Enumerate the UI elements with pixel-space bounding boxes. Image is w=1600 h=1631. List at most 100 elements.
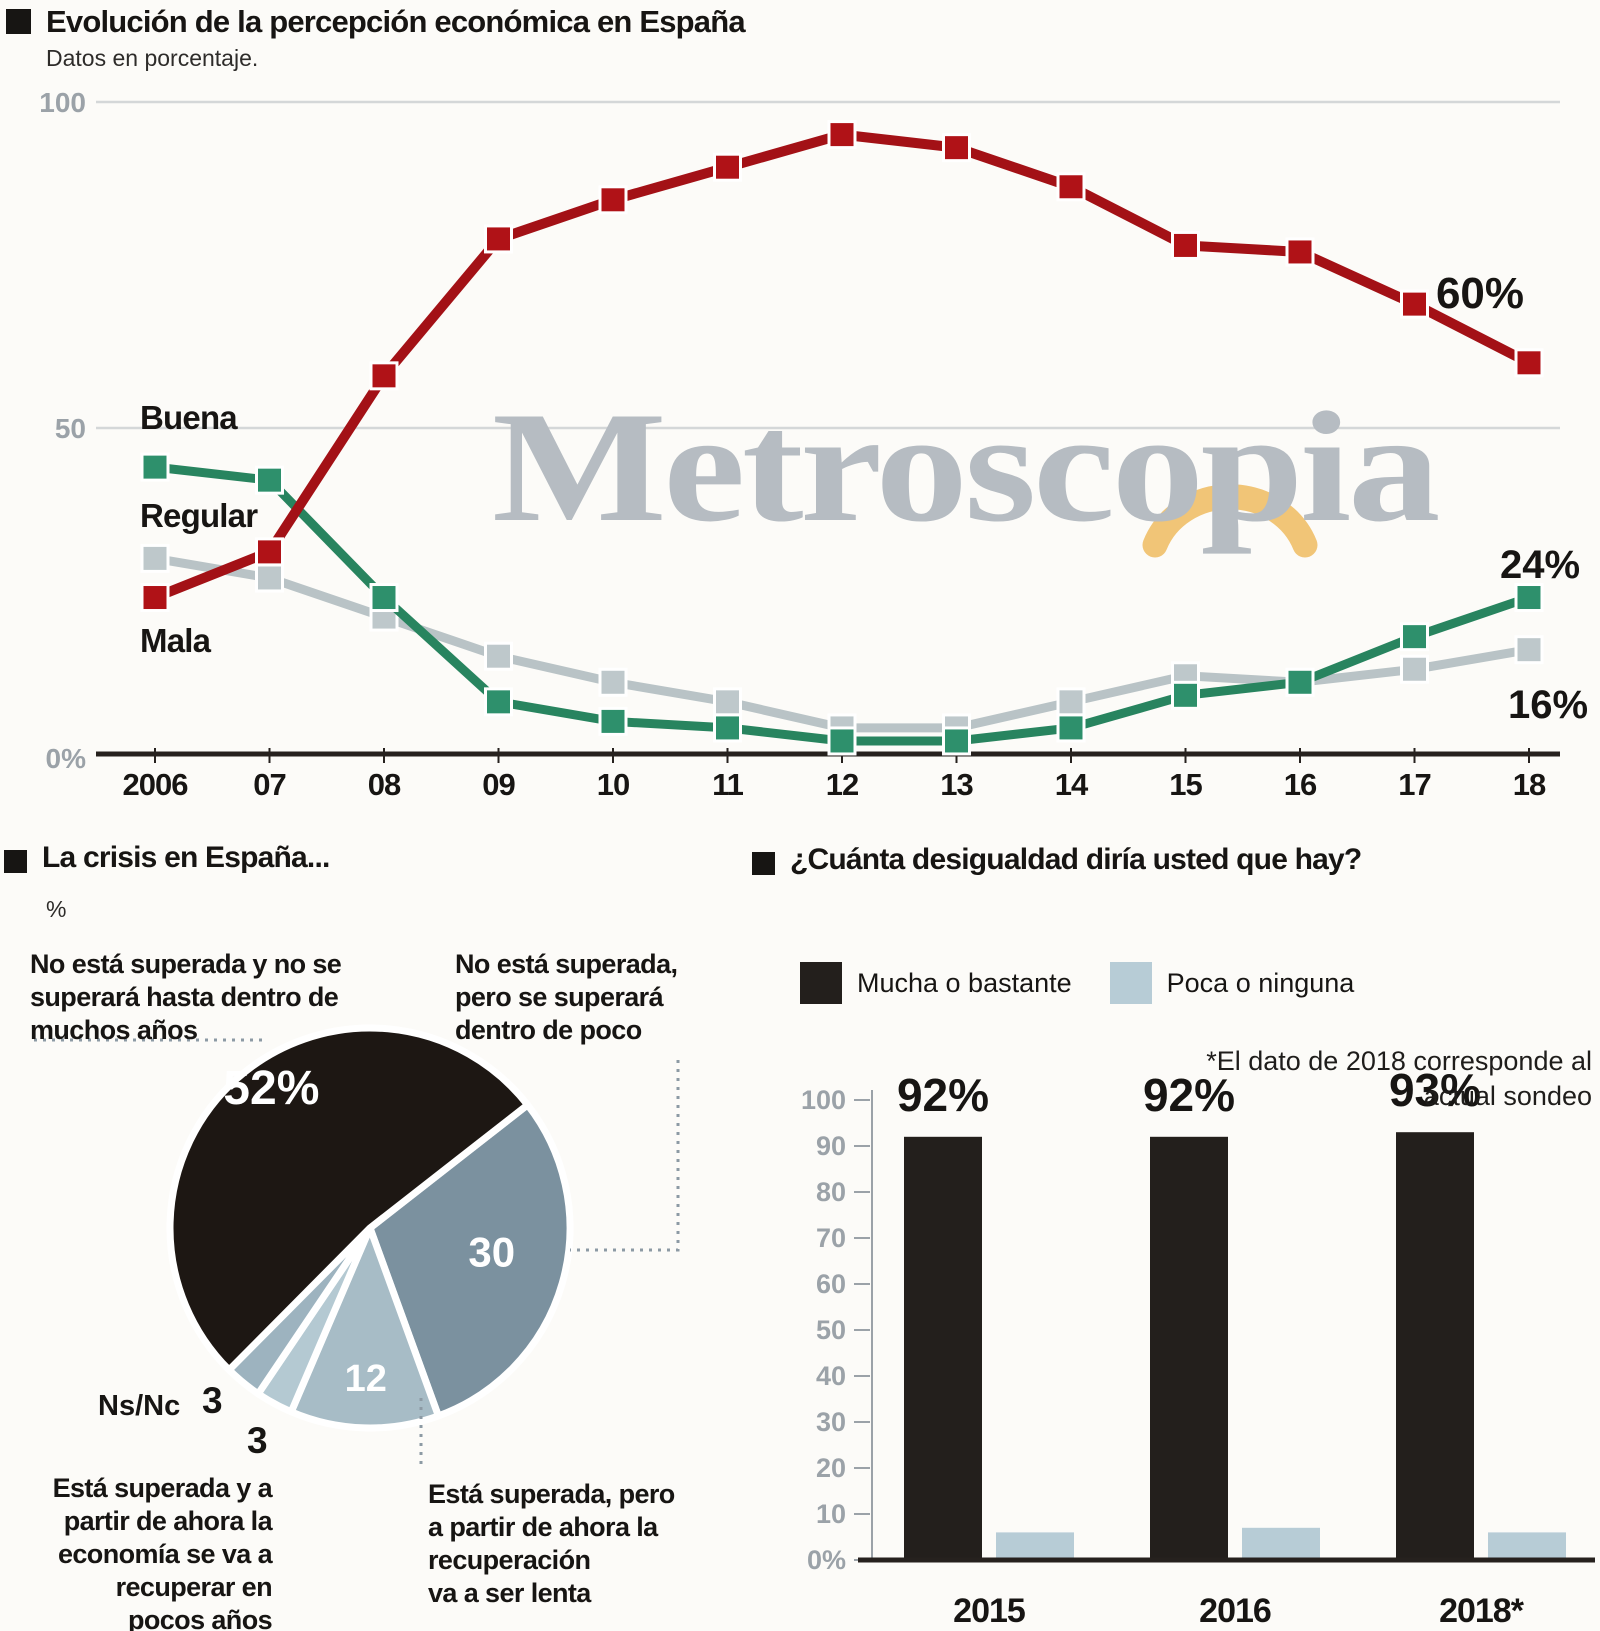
bar-y-tick-label: 10 xyxy=(816,1499,846,1529)
bar-y-tick-label: 0% xyxy=(807,1545,846,1575)
section-bullet-icon xyxy=(4,850,27,873)
bar-category-label: 2018* xyxy=(1439,1592,1525,1630)
marker-buena xyxy=(140,452,170,482)
label-line: recuperar en xyxy=(115,1572,273,1602)
x-tick-label: 14 xyxy=(1055,767,1089,802)
pie-slice-label: 52% xyxy=(223,1062,319,1115)
marker-buena xyxy=(1400,622,1429,652)
label-line: muchos años xyxy=(30,1015,198,1045)
marker-mala xyxy=(827,120,857,150)
legend-swatch-mucha-icon xyxy=(800,962,842,1004)
pie-chart-title: La crisis en España... xyxy=(42,841,330,874)
bar-category-label: 2015 xyxy=(953,1592,1025,1630)
pie-slice-12 xyxy=(287,1224,442,1432)
marker-mala xyxy=(1171,230,1200,260)
bar-y-tick-label: 50 xyxy=(816,1315,846,1345)
bar-poca-2016 xyxy=(1242,1527,1320,1560)
bar-y-tick-label: 90 xyxy=(816,1131,846,1161)
section-bullet-icon xyxy=(752,852,775,875)
pie-label-no-superada-muchos-anos: No está superada y no se superará hasta … xyxy=(30,948,342,1047)
end-label-mala: 60% xyxy=(1436,269,1524,318)
marker-buena xyxy=(827,726,857,756)
pie-slice-30 xyxy=(366,1101,574,1420)
x-tick-label: 15 xyxy=(1169,767,1202,802)
bar-value-label: 92% xyxy=(897,1069,989,1121)
pie-slice-label: 12 xyxy=(345,1358,387,1400)
legend-label: Mucha o bastante xyxy=(857,968,1072,998)
marker-mala xyxy=(1285,237,1315,267)
series-label-buena: Buena xyxy=(140,399,238,436)
marker-regular xyxy=(1514,635,1544,665)
x-tick-label: 10 xyxy=(597,767,629,802)
label-line: dentro de poco xyxy=(455,1015,642,1045)
bar-y-tick-label: 80 xyxy=(816,1177,846,1207)
marker-regular xyxy=(713,687,742,717)
series-label-regular: Regular xyxy=(140,497,258,534)
marker-mala xyxy=(255,537,284,567)
marker-mala xyxy=(140,583,170,613)
bar-mucha-2016 xyxy=(1150,1136,1228,1560)
bar-chart-title: ¿Cuánta desigualdad diría usted que hay? xyxy=(790,843,1362,876)
label-line: Está superada, pero xyxy=(428,1479,675,1509)
marker-regular xyxy=(1056,687,1086,717)
bar-mucha-2018* xyxy=(1396,1132,1474,1560)
bar-poca-2018* xyxy=(1488,1532,1566,1560)
pie-label-nsnc: Ns/Nc xyxy=(98,1390,181,1422)
marker-regular xyxy=(140,543,170,573)
x-tick-label: 09 xyxy=(482,767,515,802)
legend-swatch-poca-icon xyxy=(1109,962,1152,1004)
marker-buena xyxy=(1514,583,1544,613)
x-tick-label: 17 xyxy=(1398,767,1430,802)
label-line: partir de ahora la xyxy=(63,1506,273,1536)
pie-slice-52 xyxy=(166,1024,532,1374)
marker-mala xyxy=(484,224,513,254)
x-tick-label: 2006 xyxy=(123,767,189,802)
bar-chart-footnote: *El dato de 2018 corresponde al actual s… xyxy=(1206,1044,1592,1114)
marker-buena xyxy=(484,687,513,717)
label-line: pero se superará xyxy=(455,982,664,1012)
x-tick-label: 07 xyxy=(253,767,285,802)
legend-item-mucha-o-bastante: Mucha o bastante xyxy=(800,962,1072,1004)
label-line: superará hasta dentro de xyxy=(30,982,339,1012)
bar-y-tick-label: 100 xyxy=(801,1085,846,1115)
x-tick-label: 13 xyxy=(940,767,973,802)
watermark-text: Metroscopia xyxy=(492,380,1438,555)
bar-y-tick-label: 30 xyxy=(816,1407,846,1437)
x-tick-label: 11 xyxy=(712,767,744,802)
bar-value-label: 92% xyxy=(1143,1069,1235,1121)
bar-poca-2015 xyxy=(996,1532,1074,1560)
bar-legend: Mucha o bastante Poca o ninguna xyxy=(800,962,1354,1004)
label-line: pocos años xyxy=(127,1605,273,1631)
section-bullet-icon xyxy=(6,9,31,34)
legend-item-poca-o-ninguna: Poca o ninguna xyxy=(1109,962,1355,1004)
x-tick-label: 12 xyxy=(826,767,858,802)
pie-label-superada-recuperacion-lenta: Está superada, pero a partir de ahora la… xyxy=(428,1478,675,1610)
label-line: No está superada y no se xyxy=(30,949,342,979)
marker-buena xyxy=(942,726,971,756)
marker-buena xyxy=(598,706,628,736)
marker-buena xyxy=(369,583,399,613)
bar-mucha-2015 xyxy=(904,1136,982,1560)
marker-mala xyxy=(1514,348,1544,378)
bar-y-tick-label: 70 xyxy=(816,1223,846,1253)
label-line: economía se va a xyxy=(57,1539,273,1569)
marker-mala xyxy=(1056,172,1086,202)
legend-label: Poca o ninguna xyxy=(1166,968,1355,998)
y-tick-label: 0% xyxy=(46,743,87,774)
marker-mala xyxy=(942,133,971,163)
pie-value-superada-pocos-anos: 3 xyxy=(247,1420,268,1461)
watermark-arc-icon xyxy=(1142,484,1318,558)
bar-value-label: 93% xyxy=(1389,1064,1481,1116)
marker-regular xyxy=(598,667,628,697)
marker-mala xyxy=(369,361,399,391)
marker-regular xyxy=(255,563,284,593)
marker-buena xyxy=(255,465,284,495)
label-line: Está superada y a xyxy=(52,1473,273,1503)
end-label-regular: 16% xyxy=(1508,683,1588,727)
x-tick-label: 16 xyxy=(1284,767,1317,802)
marker-buena xyxy=(1171,680,1200,710)
marker-buena xyxy=(1285,667,1315,697)
series-label-mala: Mala xyxy=(140,622,211,659)
y-tick-label: 100 xyxy=(39,87,86,118)
